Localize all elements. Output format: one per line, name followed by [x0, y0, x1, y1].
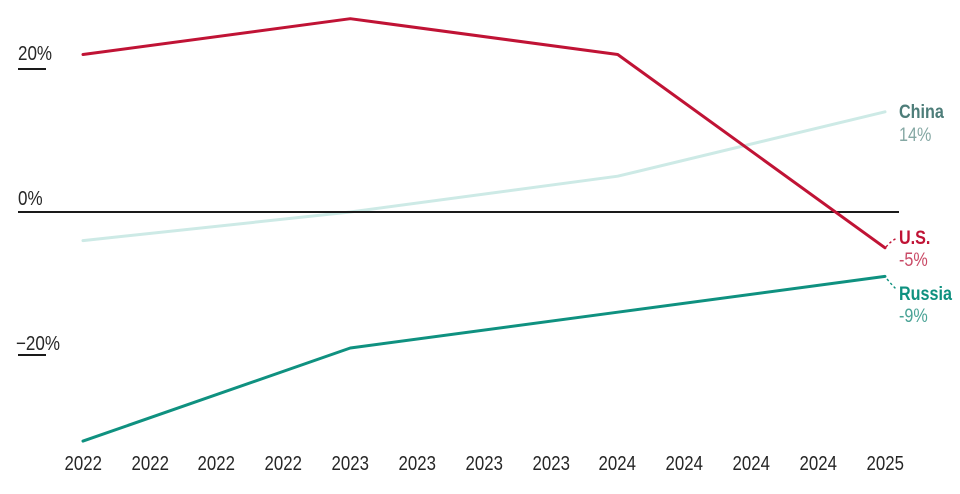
series-under [81, 110, 887, 243]
series-over [81, 17, 887, 443]
y-tick-neg20-underline [18, 354, 46, 356]
y-tick-0-label: 0% [18, 188, 43, 210]
x-tick-label: 2022 [197, 453, 236, 475]
russia-series-value: -9% [899, 306, 928, 327]
y-tick-neg20: −20% [16, 334, 68, 354]
x-tick-label: 2022 [264, 453, 303, 475]
y-tick-0: 0% [18, 189, 47, 209]
x-tick-label: 2023 [532, 453, 570, 475]
china-series-label: China [899, 102, 944, 123]
us-leader-dash [885, 237, 898, 248]
y-tick-20-underline [18, 68, 46, 70]
x-tick-label: 2023 [331, 453, 370, 475]
x-tick-label: 2024 [598, 453, 637, 475]
x-tick-label: 2024 [799, 453, 837, 475]
russia-leader-dash [886, 278, 898, 291]
x-tick-label: 2022 [131, 453, 169, 475]
series-line-china [81, 110, 887, 243]
series-line-russia [81, 274, 887, 443]
x-tick-label: 2024 [665, 453, 704, 475]
x-tick-label: 2022 [64, 453, 102, 475]
y-tick-20: 20% [18, 44, 58, 64]
x-tick-label: 2023 [465, 453, 503, 475]
y-tick-neg20-label: −20% [16, 333, 60, 355]
china-series-value: 14% [899, 125, 932, 146]
y-tick-20-label: 20% [18, 43, 53, 65]
us-series-label: U.S. [899, 228, 931, 249]
x-tick-label: 2025 [866, 453, 904, 475]
series-line-us [81, 17, 887, 250]
x-tick-label: 2024 [732, 453, 771, 475]
us-series-value: -5% [899, 250, 928, 271]
x-tick-label: 2023 [398, 453, 436, 475]
russia-series-label: Russia [899, 284, 952, 305]
